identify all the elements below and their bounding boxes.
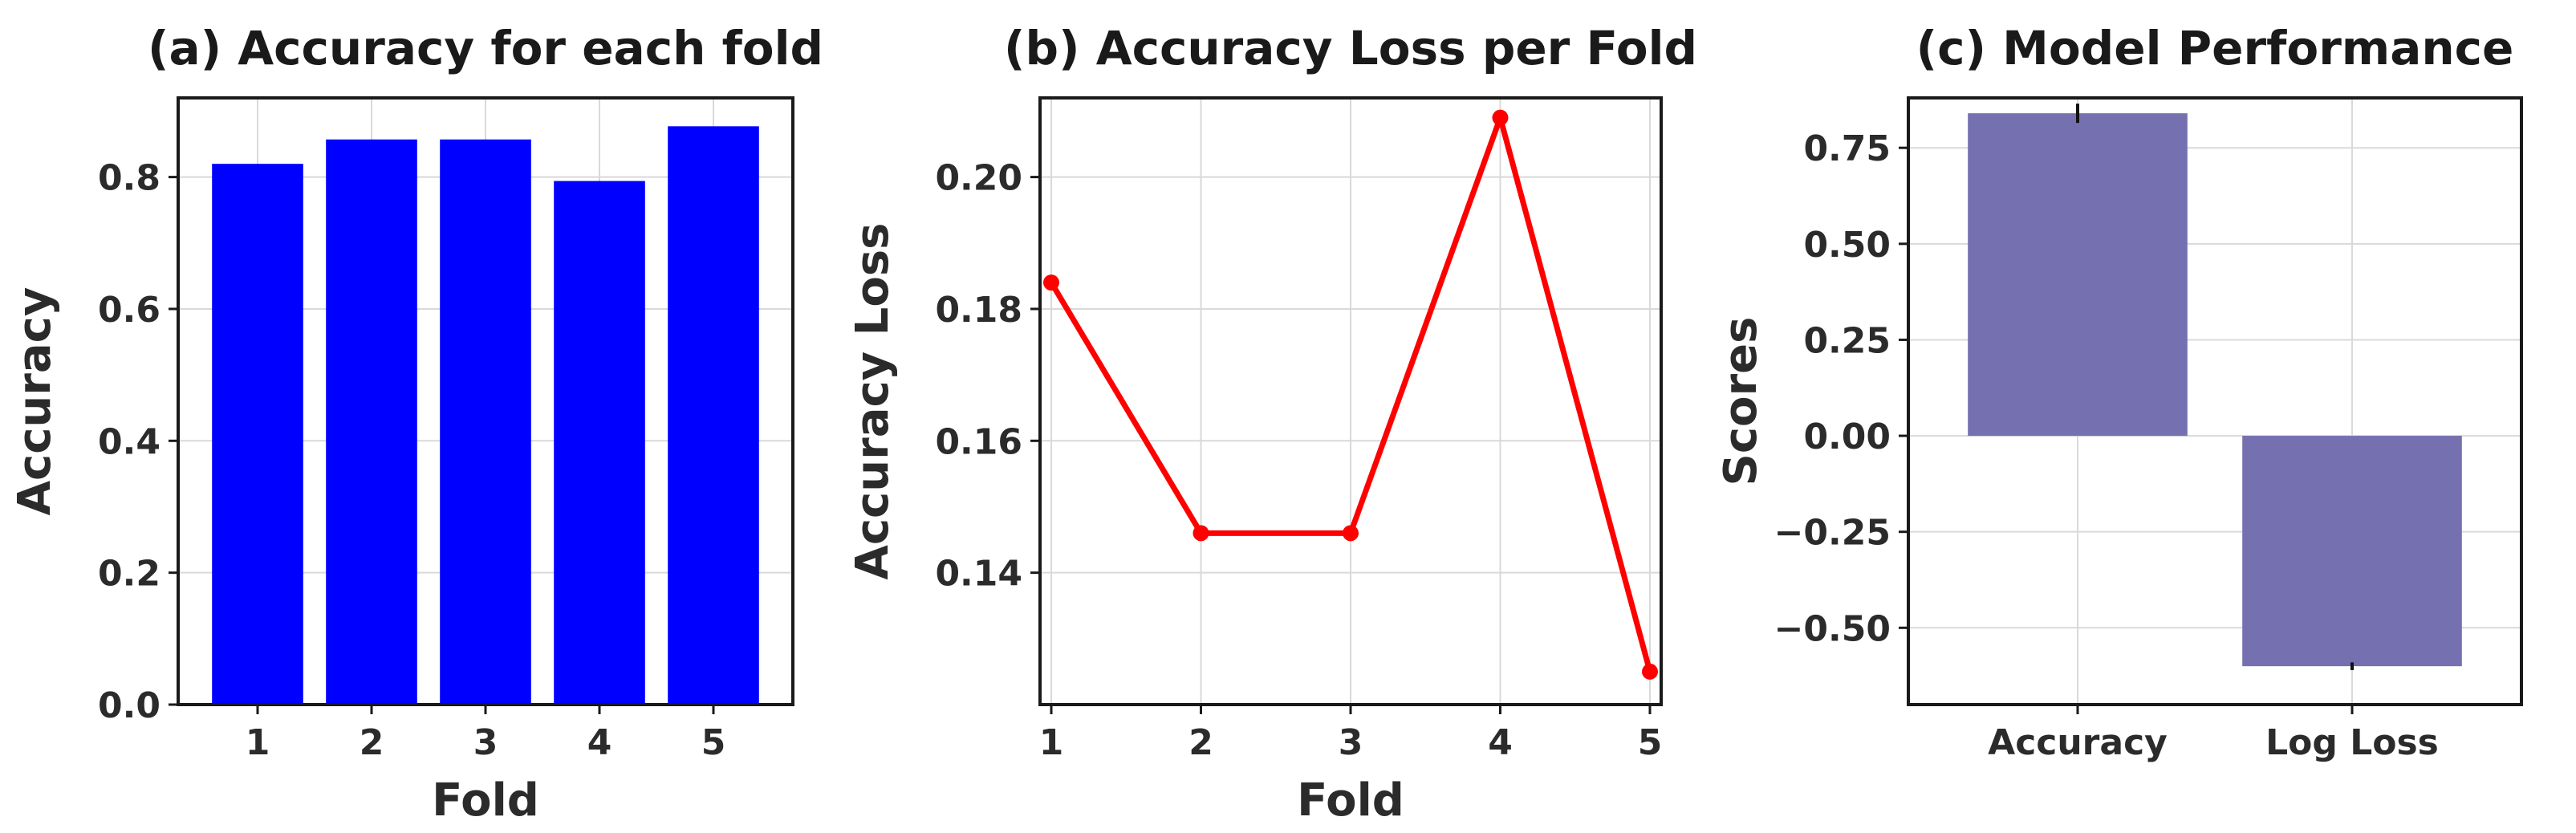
y-tick-label: 0.2 <box>98 554 160 595</box>
y-tick-label: 0.4 <box>98 421 160 462</box>
panel-a-title: (a) Accuracy for each fold <box>148 21 823 75</box>
data-point <box>1043 274 1059 291</box>
y-tick-label: 0.75 <box>1803 128 1891 169</box>
y-tick-label: 0.25 <box>1803 320 1891 361</box>
y-tick-label: 0.6 <box>98 290 160 331</box>
x-tick-label: Log Loss <box>2265 722 2439 763</box>
bar <box>668 126 759 705</box>
bar <box>2242 436 2462 667</box>
x-tick-label: 4 <box>1488 722 1513 763</box>
x-tick-label: 1 <box>1039 722 1064 763</box>
bar <box>326 139 417 705</box>
y-tick-label: 0.14 <box>935 554 1022 595</box>
bar <box>1968 113 2188 437</box>
x-tick-label: 1 <box>246 722 270 763</box>
panel-a-xlabel: Fold <box>432 774 539 827</box>
y-tick-label: 0.00 <box>1803 416 1891 457</box>
panel-c-frame <box>1907 96 2523 706</box>
y-tick-label: 0.20 <box>935 158 1022 199</box>
panel-a-ylabel: Accuracy <box>9 287 61 516</box>
x-tick-label: 2 <box>360 722 384 763</box>
bar <box>440 139 531 705</box>
y-tick-label: 0.50 <box>1803 225 1891 266</box>
data-point <box>1492 109 1509 126</box>
data-point <box>1343 525 1359 542</box>
panel-a: 0.0 0.2 0.4 0.6 0.8 1 2 3 4 5 (a) Accuracy for ea… <box>9 21 823 827</box>
panel-b: 0.14 0.16 0.18 0.20 1 2 3 4 5 (b) Accuracy Loss … <box>847 21 1697 827</box>
x-tick-label: 2 <box>1188 722 1213 763</box>
x-tick-label: Accuracy <box>1988 722 2168 763</box>
data-point <box>1193 525 1209 542</box>
panel-b-xlabel: Fold <box>1297 774 1404 827</box>
bar <box>554 181 645 705</box>
panel-c-title: (c) Model Performance <box>1916 21 2514 75</box>
x-tick-label: 5 <box>701 722 726 763</box>
y-tick-label: −0.50 <box>1774 608 1891 649</box>
x-tick-label: 5 <box>1638 722 1663 763</box>
y-tick-label: −0.25 <box>1774 513 1891 554</box>
y-tick-label: 0.0 <box>98 685 160 726</box>
panel-b-ylabel: Accuracy Loss <box>847 222 899 579</box>
bar <box>212 164 303 705</box>
y-tick-label: 0.16 <box>935 421 1022 462</box>
x-tick-label: 3 <box>1339 722 1363 763</box>
x-tick-label: 3 <box>473 722 498 763</box>
data-point <box>1642 663 1658 680</box>
y-tick-label: 0.8 <box>98 158 160 199</box>
x-tick-label: 4 <box>587 722 612 763</box>
panel-b-title: (b) Accuracy Loss per Fold <box>1004 21 1697 75</box>
panel-c-ylabel: Scores <box>1715 317 1767 486</box>
panel-c: −0.50 −0.25 0.00 0.25 0.50 0.75 Accuracy Log Lo… <box>1715 21 2523 763</box>
y-tick-label: 0.18 <box>935 290 1022 331</box>
